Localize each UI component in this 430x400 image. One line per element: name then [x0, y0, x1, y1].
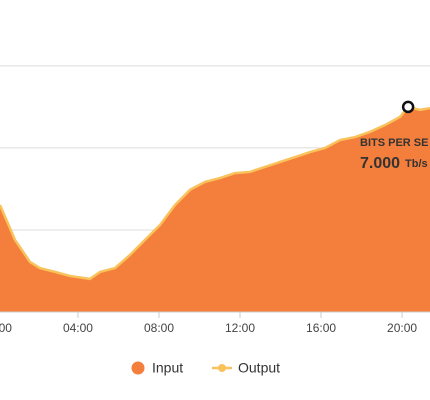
legend-label: Output	[238, 360, 280, 376]
tooltip-unit: Tb/s	[405, 158, 428, 170]
x-tick-label: 12:00	[225, 321, 255, 335]
area	[0, 106, 430, 312]
legend-label: Input	[152, 360, 183, 376]
legend-marker	[218, 364, 226, 372]
tooltip-value: 7.000 Tb/s	[360, 155, 428, 172]
tooltip-title: BITS PER SE	[360, 137, 428, 149]
x-tick-label: 00:00	[0, 321, 12, 335]
x-tick-label: 20:00	[387, 321, 417, 335]
x-tick-label: 16:00	[306, 321, 336, 335]
x-tick-label: 08:00	[144, 321, 174, 335]
tooltip-value-number: 7.000	[360, 155, 400, 172]
legend-marker	[131, 361, 145, 375]
x-tick-label: 04:00	[63, 321, 93, 335]
line	[0, 105, 430, 281]
tooltip-marker	[401, 100, 415, 114]
